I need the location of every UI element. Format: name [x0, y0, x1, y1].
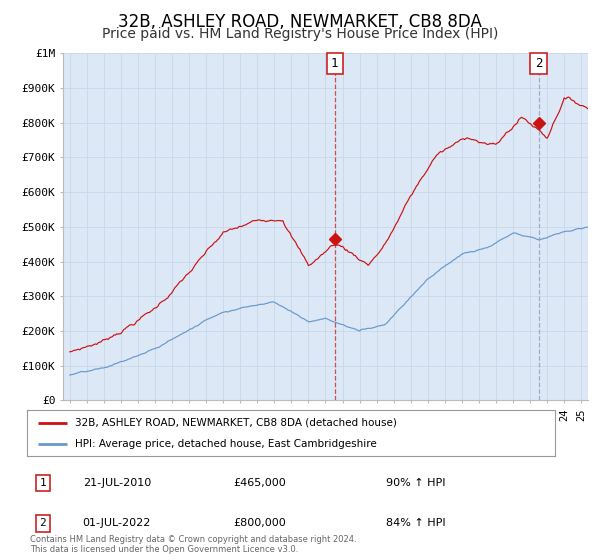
Text: Contains HM Land Registry data © Crown copyright and database right 2024.: Contains HM Land Registry data © Crown c…: [30, 535, 356, 544]
Text: £465,000: £465,000: [233, 478, 286, 488]
Text: 1: 1: [331, 57, 338, 70]
Text: 90% ↑ HPI: 90% ↑ HPI: [386, 478, 446, 488]
Text: Price paid vs. HM Land Registry's House Price Index (HPI): Price paid vs. HM Land Registry's House …: [102, 27, 498, 41]
Text: 2: 2: [40, 519, 46, 528]
Text: 84% ↑ HPI: 84% ↑ HPI: [386, 519, 446, 528]
Text: 2: 2: [535, 57, 542, 70]
Text: 32B, ASHLEY ROAD, NEWMARKET, CB8 8DA (detached house): 32B, ASHLEY ROAD, NEWMARKET, CB8 8DA (de…: [74, 418, 397, 428]
Text: 32B, ASHLEY ROAD, NEWMARKET, CB8 8DA: 32B, ASHLEY ROAD, NEWMARKET, CB8 8DA: [118, 13, 482, 31]
Text: 1: 1: [40, 478, 46, 488]
Text: 01-JUL-2022: 01-JUL-2022: [83, 519, 151, 528]
Text: £800,000: £800,000: [233, 519, 286, 528]
Text: 21-JUL-2010: 21-JUL-2010: [83, 478, 151, 488]
Text: HPI: Average price, detached house, East Cambridgeshire: HPI: Average price, detached house, East…: [74, 439, 376, 449]
Text: This data is licensed under the Open Government Licence v3.0.: This data is licensed under the Open Gov…: [30, 545, 298, 554]
